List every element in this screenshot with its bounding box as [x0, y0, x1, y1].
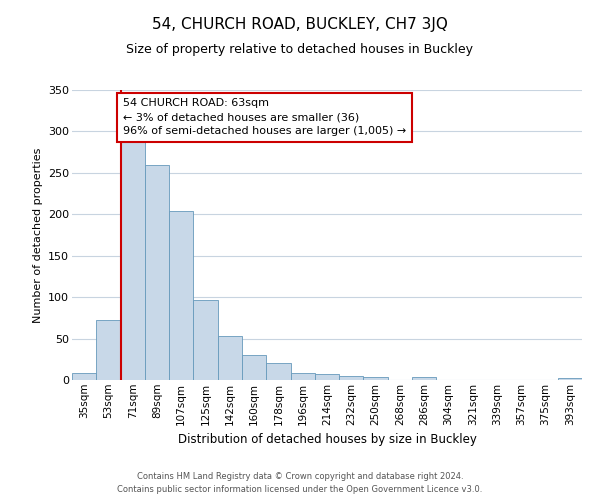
Text: 54, CHURCH ROAD, BUCKLEY, CH7 3JQ: 54, CHURCH ROAD, BUCKLEY, CH7 3JQ — [152, 18, 448, 32]
Text: Contains public sector information licensed under the Open Government Licence v3: Contains public sector information licen… — [118, 485, 482, 494]
Bar — [72, 372, 96, 380]
Bar — [218, 336, 242, 380]
Bar — [121, 142, 145, 380]
Bar — [242, 355, 266, 380]
Bar — [193, 300, 218, 380]
X-axis label: Distribution of detached houses by size in Buckley: Distribution of detached houses by size … — [178, 433, 476, 446]
Bar — [96, 320, 121, 380]
Bar — [339, 376, 364, 380]
Y-axis label: Number of detached properties: Number of detached properties — [32, 148, 43, 322]
Text: Size of property relative to detached houses in Buckley: Size of property relative to detached ho… — [127, 42, 473, 56]
Bar — [364, 376, 388, 380]
Bar — [315, 374, 339, 380]
Bar — [145, 164, 169, 380]
Bar — [558, 378, 582, 380]
Bar — [412, 376, 436, 380]
Bar — [266, 364, 290, 380]
Text: Contains HM Land Registry data © Crown copyright and database right 2024.: Contains HM Land Registry data © Crown c… — [137, 472, 463, 481]
Bar — [169, 211, 193, 380]
Bar — [290, 374, 315, 380]
Text: 54 CHURCH ROAD: 63sqm
← 3% of detached houses are smaller (36)
96% of semi-detac: 54 CHURCH ROAD: 63sqm ← 3% of detached h… — [123, 98, 406, 136]
